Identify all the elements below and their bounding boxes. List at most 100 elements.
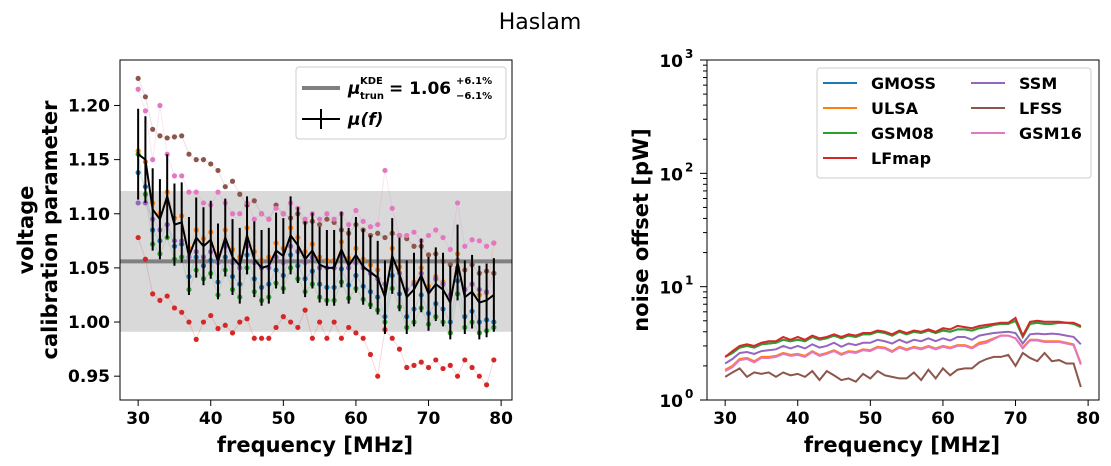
point-lfss (237, 191, 243, 197)
point-gsm16 (396, 232, 403, 239)
point-lfmap (317, 319, 323, 325)
figure-title: Haslam (499, 10, 582, 35)
point-lfss (324, 216, 330, 222)
point-gsm16 (411, 229, 417, 235)
point-lfmap (273, 324, 279, 331)
calibration-x-axis-label: frequency [MHz] (217, 433, 413, 457)
point-lfss (157, 133, 163, 139)
point-lfmap (425, 364, 432, 371)
point-gsm16 (317, 216, 323, 222)
noise-x-ticks: 30 40 50 60 70 80 (713, 400, 1100, 429)
point-lfmap (142, 256, 149, 262)
point-lfmap (193, 336, 199, 342)
point-lfss (164, 135, 170, 141)
point-lfmap (367, 351, 374, 358)
point-lfmap (389, 335, 395, 341)
point-gsm16 (237, 211, 243, 217)
y-tick-label: 1.00 (68, 313, 110, 333)
point-gsm16 (367, 224, 374, 230)
point-lfss (135, 75, 141, 82)
legend-label-lfss: LFSS (1019, 99, 1062, 118)
x-tick-label: 70 (417, 409, 441, 429)
point-gsm16 (280, 211, 286, 217)
point-lfmap (309, 335, 315, 341)
point-lfmap (222, 322, 228, 328)
legend-label-lfmap: LFmap (871, 149, 931, 168)
noise-line-gsm16 (724, 334, 1082, 372)
noise-line-ssm (724, 330, 1082, 365)
point-gsm16 (324, 211, 330, 217)
calibration-axes-frame (119, 59, 513, 401)
legend-kde-plus: +6.1% (456, 76, 492, 87)
x-tick-label: 40 (199, 409, 223, 429)
legend-label-gsm16: GSM16 (1019, 124, 1082, 143)
point-lfmap (476, 373, 482, 379)
point-lfmap (171, 305, 178, 311)
point-lfmap (229, 330, 236, 336)
point-gsm16 (273, 205, 279, 211)
point-lfss (193, 157, 199, 163)
point-lfmap (433, 357, 439, 363)
point-lfss (251, 198, 257, 204)
point-lfss (179, 133, 185, 139)
point-gsm16 (483, 243, 490, 249)
point-lfmap (469, 364, 475, 371)
point-gsm16 (186, 189, 192, 195)
x-tick-label: 50 (858, 409, 882, 429)
point-gsm16 (193, 189, 199, 195)
legend-kde-superscript: KDE (360, 76, 383, 87)
point-lfss (208, 161, 214, 167)
point-lfss (142, 94, 149, 100)
y-tick-label-base: 10 (659, 165, 683, 185)
point-lfmap (447, 362, 453, 368)
point-lfmap (353, 330, 359, 336)
point-lfss (186, 151, 192, 157)
point-gsm16 (200, 200, 207, 206)
point-lfss (200, 157, 207, 163)
y-tick-label-exponent: 1 (685, 274, 693, 288)
point-lfmap (331, 319, 337, 325)
point-lfmap (164, 293, 170, 299)
point-lfmap (157, 297, 163, 303)
point-lfss (229, 178, 236, 184)
x-tick-label: 60 (931, 409, 955, 429)
point-lfmap (237, 319, 243, 325)
point-lfmap (396, 346, 403, 352)
legend-kde-symbol: μ (347, 79, 361, 99)
point-gsm16 (346, 221, 352, 228)
point-lfmap (179, 309, 185, 315)
point-gsm16 (454, 200, 461, 206)
y-tick-label-exponent: 2 (685, 160, 693, 174)
legend-kde-minus: −6.1% (456, 91, 492, 102)
noise-legend: GMOSS ULSA GSM08 LFmap SSM LFSS GSM16 (816, 67, 1092, 179)
point-lfss (367, 232, 374, 239)
point-gsm16 (157, 102, 163, 109)
point-gsm16 (150, 157, 156, 163)
x-tick-label: 60 (344, 409, 368, 429)
point-gsm16 (491, 240, 497, 246)
point-gsm16 (404, 232, 410, 239)
point-lfss (222, 184, 228, 190)
point-lfmap (462, 357, 468, 363)
point-lfmap (411, 362, 417, 368)
legend-label-gsm08: GSM08 (871, 124, 934, 143)
point-lfmap (208, 312, 214, 319)
calibration-y-ticks: 0.95 1.00 1.05 1.10 1.15 1.20 (68, 96, 120, 387)
y-tick-label: 1.20 (68, 96, 110, 116)
point-lfss (382, 234, 388, 241)
point-gsm16 (266, 216, 272, 222)
point-lfmap (324, 335, 330, 341)
point-gsm16 (375, 221, 381, 228)
noise-y-axis-label: noise offset [pW] (629, 128, 653, 332)
point-lfmap (346, 324, 352, 331)
point-lfmap (491, 357, 497, 363)
point-lfmap (200, 319, 207, 325)
y-tick-label-base: 10 (659, 52, 683, 72)
point-lfss (425, 252, 432, 258)
point-gsm16 (353, 207, 359, 214)
point-lfss (215, 167, 221, 174)
point-lfmap (375, 373, 381, 379)
x-tick-label: 50 (271, 409, 295, 429)
